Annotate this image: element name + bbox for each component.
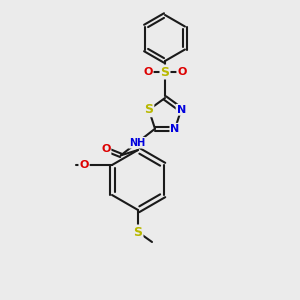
Text: N: N	[176, 105, 186, 115]
Text: S: S	[144, 103, 153, 116]
Text: O: O	[143, 67, 153, 77]
Text: O: O	[177, 67, 187, 77]
Text: NH: NH	[129, 138, 145, 148]
Text: O: O	[79, 160, 89, 170]
Text: S: S	[134, 226, 142, 238]
Text: S: S	[160, 65, 169, 79]
Text: N: N	[170, 124, 180, 134]
Text: O: O	[101, 144, 110, 154]
